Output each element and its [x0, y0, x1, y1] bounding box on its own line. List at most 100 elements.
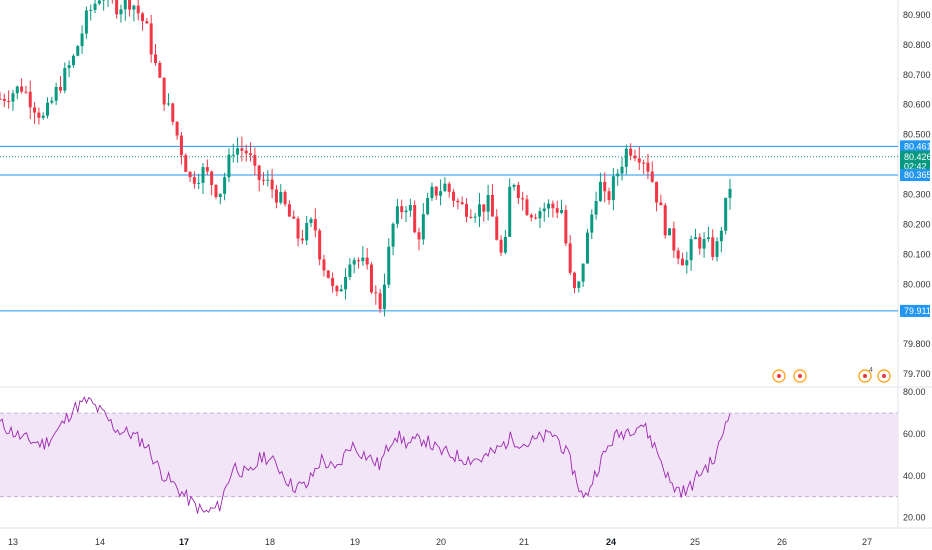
candle-body[interactable] — [611, 176, 615, 200]
candle-body[interactable] — [676, 250, 680, 259]
candle-body[interactable] — [339, 289, 343, 292]
candle-body[interactable] — [400, 206, 404, 213]
candle-body[interactable] — [253, 155, 257, 166]
candle-body[interactable] — [646, 162, 650, 172]
candle-body[interactable] — [512, 184, 516, 187]
candle-body[interactable] — [633, 155, 637, 159]
candle-body[interactable] — [417, 232, 421, 240]
candle-body[interactable] — [564, 210, 568, 244]
candle-body[interactable] — [197, 182, 201, 184]
candle-body[interactable] — [210, 171, 214, 185]
candle-body[interactable] — [192, 177, 196, 184]
candle-body[interactable] — [620, 166, 624, 174]
candle-body[interactable] — [318, 230, 322, 260]
candle-body[interactable] — [119, 9, 123, 15]
candle-body[interactable] — [2, 98, 6, 101]
candle-body[interactable] — [46, 102, 50, 116]
candle-body[interactable] — [572, 272, 576, 288]
candle-body[interactable] — [184, 155, 188, 172]
candle-body[interactable] — [361, 257, 365, 262]
candle-body[interactable] — [322, 259, 326, 271]
candle-body[interactable] — [136, 5, 140, 14]
candle-body[interactable] — [305, 222, 309, 241]
candle-body[interactable] — [603, 181, 607, 192]
candle-body[interactable] — [145, 21, 149, 24]
candle-body[interactable] — [261, 179, 265, 181]
candle-body[interactable] — [352, 260, 356, 265]
candle-body[interactable] — [141, 13, 145, 22]
candle-body[interactable] — [382, 284, 386, 310]
candle-body[interactable] — [365, 257, 369, 265]
candle-body[interactable] — [616, 173, 620, 177]
candle-body[interactable] — [395, 206, 399, 224]
candle-body[interactable] — [378, 293, 382, 310]
candle-body[interactable] — [659, 202, 663, 206]
candle-body[interactable] — [348, 264, 352, 277]
candle-body[interactable] — [240, 148, 244, 151]
candle-body[interactable] — [447, 183, 451, 192]
candle-body[interactable] — [452, 191, 456, 201]
candle-body[interactable] — [711, 237, 715, 257]
candle-body[interactable] — [650, 171, 654, 182]
candle-body[interactable] — [465, 204, 469, 217]
candle-body[interactable] — [154, 54, 158, 64]
candle-body[interactable] — [525, 199, 529, 215]
candle-body[interactable] — [698, 237, 702, 249]
candle-body[interactable] — [335, 286, 339, 292]
candle-body[interactable] — [482, 204, 486, 212]
candle-body[interactable] — [728, 188, 732, 198]
candle-body[interactable] — [547, 203, 551, 209]
candle-body[interactable] — [175, 121, 179, 136]
candle-body[interactable] — [655, 181, 659, 203]
candle-body[interactable] — [577, 281, 581, 288]
candle-body[interactable] — [430, 186, 434, 199]
candle-body[interactable] — [369, 264, 373, 293]
candle-body[interactable] — [162, 77, 166, 105]
candle-body[interactable] — [11, 93, 15, 102]
candle-body[interactable] — [214, 184, 218, 198]
candle-body[interactable] — [551, 203, 555, 209]
candle-body[interactable] — [357, 260, 361, 262]
candle-body[interactable] — [7, 100, 11, 102]
candle-body[interactable] — [460, 202, 464, 205]
candle-body[interactable] — [84, 10, 88, 34]
candle-body[interactable] — [693, 237, 697, 240]
candle-body[interactable] — [374, 292, 378, 294]
candle-body[interactable] — [421, 214, 425, 240]
candle-body[interactable] — [274, 189, 278, 203]
candle-body[interactable] — [244, 150, 248, 154]
candle-body[interactable] — [486, 194, 490, 212]
candle-body[interactable] — [719, 230, 723, 242]
candle-body[interactable] — [128, 0, 132, 10]
candle-body[interactable] — [71, 55, 75, 66]
candle-body[interactable] — [439, 191, 443, 196]
candle-body[interactable] — [313, 219, 317, 231]
candle-body[interactable] — [568, 243, 572, 273]
candle-body[interactable] — [89, 9, 93, 11]
candle-body[interactable] — [391, 223, 395, 247]
candle-body[interactable] — [37, 112, 41, 118]
candle-body[interactable] — [477, 204, 481, 217]
candle-body[interactable] — [724, 197, 728, 231]
candle-body[interactable] — [607, 191, 611, 200]
candle-body[interactable] — [33, 107, 37, 113]
candle-body[interactable] — [270, 179, 274, 190]
candle-body[interactable] — [171, 103, 175, 122]
candle-body[interactable] — [296, 218, 300, 239]
candle-body[interactable] — [585, 232, 589, 264]
candle-body[interactable] — [287, 204, 291, 217]
candle-body[interactable] — [555, 208, 559, 213]
candle-body[interactable] — [309, 219, 313, 223]
candle-body[interactable] — [387, 246, 391, 285]
candle-body[interactable] — [590, 214, 594, 233]
candle-body[interactable] — [97, 0, 101, 4]
candle-body[interactable] — [344, 276, 348, 290]
candle-body[interactable] — [326, 270, 330, 278]
candle-body[interactable] — [279, 192, 283, 203]
candle-body[interactable] — [629, 148, 633, 156]
candle-body[interactable] — [123, 0, 127, 10]
candle-body[interactable] — [706, 237, 710, 240]
candle-body[interactable] — [205, 167, 209, 172]
candle-body[interactable] — [149, 23, 153, 55]
candle-body[interactable] — [529, 214, 533, 218]
